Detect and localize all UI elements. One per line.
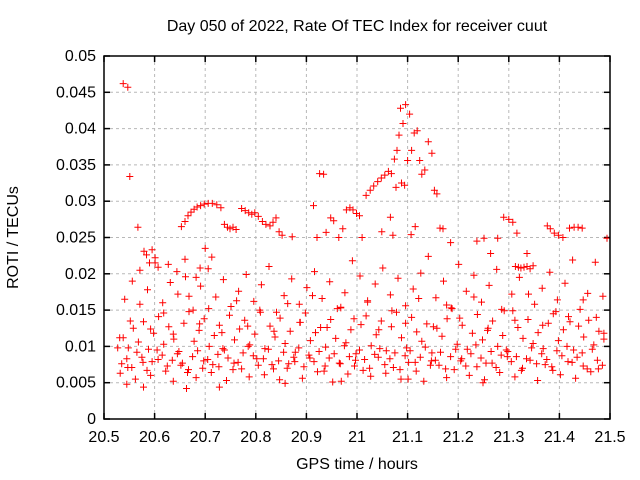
x-tick-label: 21.3 [493, 429, 524, 446]
y-tick-label: 0.01 [65, 338, 96, 355]
x-tick-label: 21.5 [594, 429, 625, 446]
chart-title: Day 050 of 2022, Rate Of TEC Index for r… [167, 18, 548, 35]
plot-border [103, 55, 611, 420]
x-tick-label: 21.4 [544, 429, 575, 446]
grid-lines [104, 56, 610, 419]
y-tick-label: 0.02 [65, 266, 96, 283]
x-tick-label: 20.6 [139, 429, 170, 446]
x-tick-label: 20.9 [291, 429, 322, 446]
y-axis-label: ROTI / TECUs [5, 186, 22, 289]
y-tick-label: 0.025 [56, 230, 96, 247]
y-tick-label: 0.035 [56, 157, 96, 174]
x-tick-label: 21.2 [443, 429, 474, 446]
y-tick-label: 0.05 [65, 48, 96, 65]
x-tick-label: 21 [348, 429, 366, 446]
data-points [114, 80, 611, 392]
x-tick-label: 20.7 [190, 429, 221, 446]
y-tick-labels: 0 0.005 0.01 0.015 0.02 0.025 0.03 0.035 0.04 0.0… [56, 48, 96, 428]
y-tick-label: 0.04 [65, 121, 96, 138]
roti-scatter-markers [114, 80, 611, 392]
x-tick-label: 20.5 [88, 429, 119, 446]
x-tick-label: 21.1 [392, 429, 423, 446]
x-axis-label: GPS time / hours [296, 456, 418, 473]
y-tick-label: 0.005 [56, 375, 96, 392]
y-tick-label: 0.045 [56, 84, 96, 101]
y-tick-label: 0 [87, 411, 96, 428]
y-tick-label: 0.03 [65, 193, 96, 210]
y-tick-label: 0.015 [56, 302, 96, 319]
x-tick-label: 20.8 [240, 429, 271, 446]
x-tick-labels: 20.5 20.6 20.7 20.8 20.9 21 21.1 21.2 21.3 21.4 21… [88, 429, 625, 446]
